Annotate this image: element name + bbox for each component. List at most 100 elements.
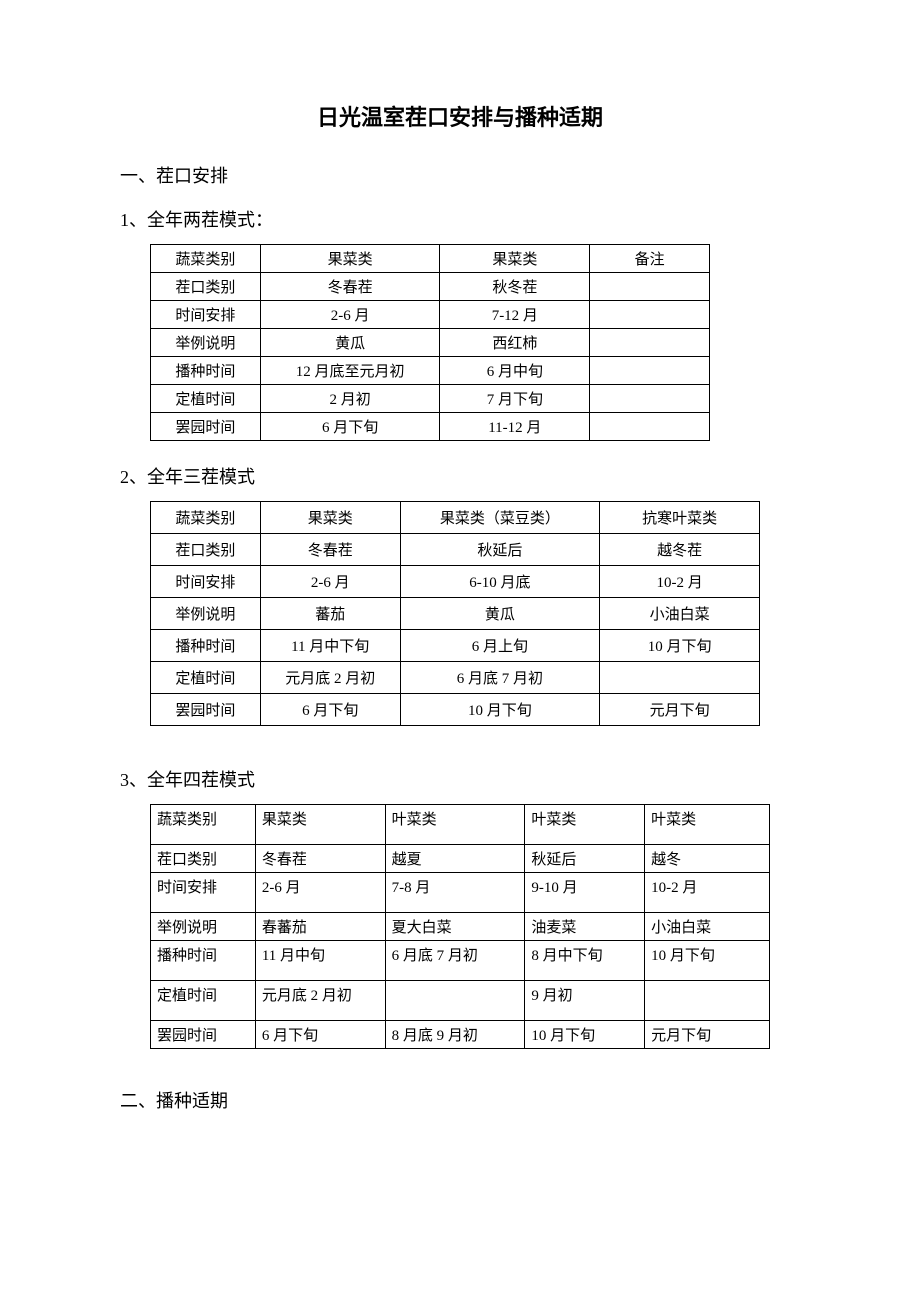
cell: 罢园时间 [151, 413, 261, 441]
cell [600, 662, 760, 694]
cell: 播种时间 [151, 630, 261, 662]
cell: 黄瓜 [400, 598, 600, 630]
cell: 时间安排 [151, 873, 256, 913]
table-row: 举例说明 春蕃茄 夏大白菜 油麦菜 小油白菜 [151, 913, 770, 941]
table-row: 罢园时间 6 月下旬 11-12 月 [151, 413, 710, 441]
cell: 罢园时间 [151, 1021, 256, 1049]
table-row: 播种时间 11 月中下旬 6 月上旬 10 月下旬 [151, 630, 760, 662]
cell: 7 月下旬 [440, 385, 590, 413]
cell: 10 月下旬 [400, 694, 600, 726]
cell: 秋冬茬 [440, 273, 590, 301]
table-row: 茬口类别 冬春茬 秋冬茬 [151, 273, 710, 301]
table-row: 定植时间 元月底 2 月初 6 月底 7 月初 [151, 662, 760, 694]
cell: 时间安排 [151, 566, 261, 598]
cell: 10 月下旬 [525, 1021, 645, 1049]
cell: 9-10 月 [525, 873, 645, 913]
cell: 叶菜类 [525, 805, 645, 845]
table-row: 茬口类别 冬春茬 越夏 秋延后 越冬 [151, 845, 770, 873]
cell: 茬口类别 [151, 273, 261, 301]
cell: 时间安排 [151, 301, 261, 329]
section-2-heading: 二、播种适期 [120, 1087, 800, 1113]
cell: 2-6 月 [260, 566, 400, 598]
cell [590, 329, 710, 357]
cell: 6 月下旬 [260, 413, 440, 441]
table-row: 茬口类别 冬春茬 秋延后 越冬茬 [151, 534, 760, 566]
table-two-crop-mode: 蔬菜类别 果菜类 果菜类 备注 茬口类别 冬春茬 秋冬茬 时间安排 2-6 月 … [150, 244, 710, 441]
cell: 7-8 月 [385, 873, 525, 913]
cell: 果菜类（菜豆类） [400, 502, 600, 534]
cell [590, 357, 710, 385]
table-row: 蔬菜类别 果菜类 果菜类 备注 [151, 245, 710, 273]
cell: 冬春茬 [260, 534, 400, 566]
cell: 油麦菜 [525, 913, 645, 941]
cell: 11 月中旬 [255, 941, 385, 981]
subsection-3-heading: 3、全年四茬模式 [120, 766, 800, 792]
cell: 果菜类 [255, 805, 385, 845]
cell: 备注 [590, 245, 710, 273]
cell: 春蕃茄 [255, 913, 385, 941]
cell: 冬春茬 [255, 845, 385, 873]
cell: 6 月上旬 [400, 630, 600, 662]
cell [590, 301, 710, 329]
table-row: 罢园时间 6 月下旬 8 月底 9 月初 10 月下旬 元月下旬 [151, 1021, 770, 1049]
cell: 定植时间 [151, 385, 261, 413]
cell: 6 月底 7 月初 [385, 941, 525, 981]
cell: 播种时间 [151, 357, 261, 385]
cell: 茬口类别 [151, 534, 261, 566]
cell: 定植时间 [151, 981, 256, 1021]
table-three-crop-mode: 蔬菜类别 果菜类 果菜类（菜豆类） 抗寒叶菜类 茬口类别 冬春茬 秋延后 越冬茬… [150, 501, 760, 726]
cell: 蕃茄 [260, 598, 400, 630]
cell: 元月底 2 月初 [255, 981, 385, 1021]
cell: 定植时间 [151, 662, 261, 694]
cell: 举例说明 [151, 598, 261, 630]
cell: 2 月初 [260, 385, 440, 413]
cell: 元月下旬 [645, 1021, 770, 1049]
cell: 茬口类别 [151, 845, 256, 873]
cell: 小油白菜 [600, 598, 760, 630]
table-row: 蔬菜类别 果菜类 果菜类（菜豆类） 抗寒叶菜类 [151, 502, 760, 534]
cell: 6 月中旬 [440, 357, 590, 385]
cell: 6 月下旬 [260, 694, 400, 726]
cell: 黄瓜 [260, 329, 440, 357]
cell: 6 月下旬 [255, 1021, 385, 1049]
cell [645, 981, 770, 1021]
cell: 10 月下旬 [600, 630, 760, 662]
cell: 夏大白菜 [385, 913, 525, 941]
cell [590, 385, 710, 413]
cell: 越夏 [385, 845, 525, 873]
cell: 越冬 [645, 845, 770, 873]
subsection-2-heading: 2、全年三茬模式 [120, 463, 800, 489]
cell: 2-6 月 [255, 873, 385, 913]
cell: 8 月中下旬 [525, 941, 645, 981]
cell: 6 月底 7 月初 [400, 662, 600, 694]
cell: 小油白菜 [645, 913, 770, 941]
cell: 11 月中下旬 [260, 630, 400, 662]
cell: 抗寒叶菜类 [600, 502, 760, 534]
cell: 元月底 2 月初 [260, 662, 400, 694]
table-row: 举例说明 黄瓜 西红柿 [151, 329, 710, 357]
cell [385, 981, 525, 1021]
cell: 秋延后 [400, 534, 600, 566]
table-four-crop-mode: 蔬菜类别 果菜类 叶菜类 叶菜类 叶菜类 茬口类别 冬春茬 越夏 秋延后 越冬 … [150, 804, 770, 1049]
subsection-1-heading: 1、全年两茬模式： [120, 206, 800, 232]
cell: 罢园时间 [151, 694, 261, 726]
cell: 越冬茬 [600, 534, 760, 566]
cell: 秋延后 [525, 845, 645, 873]
cell: 10 月下旬 [645, 941, 770, 981]
cell: 果菜类 [440, 245, 590, 273]
table-row: 定植时间 2 月初 7 月下旬 [151, 385, 710, 413]
cell: 播种时间 [151, 941, 256, 981]
cell: 西红柿 [440, 329, 590, 357]
table-row: 播种时间 12 月底至元月初 6 月中旬 [151, 357, 710, 385]
cell: 蔬菜类别 [151, 502, 261, 534]
document-title: 日光温室茬口安排与播种适期 [120, 100, 800, 132]
cell: 8 月底 9 月初 [385, 1021, 525, 1049]
table-row: 时间安排 2-6 月 6-10 月底 10-2 月 [151, 566, 760, 598]
cell: 11-12 月 [440, 413, 590, 441]
cell: 果菜类 [260, 245, 440, 273]
cell: 6-10 月底 [400, 566, 600, 598]
table-row: 举例说明 蕃茄 黄瓜 小油白菜 [151, 598, 760, 630]
section-1-heading: 一、茬口安排 [120, 162, 800, 188]
cell: 叶菜类 [645, 805, 770, 845]
cell: 果菜类 [260, 502, 400, 534]
